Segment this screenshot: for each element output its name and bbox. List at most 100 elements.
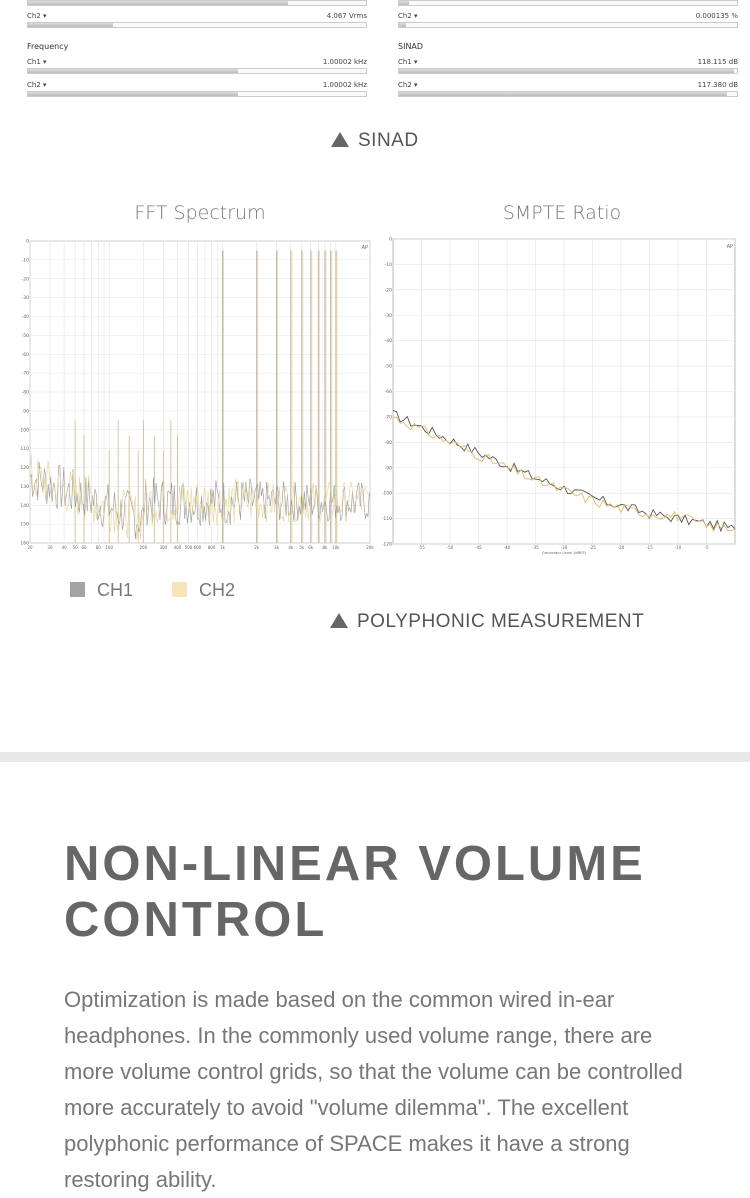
- x-tick-label: -30: [561, 545, 568, 550]
- meter-track: [398, 68, 738, 74]
- y-tick-label: -120: [20, 465, 29, 471]
- y-tick-label: -60: [22, 352, 29, 358]
- x-tick-label: 30: [47, 545, 53, 550]
- meter-row-amplitude-ch2: Ch2 ▾ 4.067 Vrms: [27, 12, 367, 28]
- y-tick-label: -150: [20, 522, 29, 528]
- legend-item-ch2: CH2: [172, 580, 235, 600]
- ap-logo: AP: [727, 244, 733, 250]
- y-tick-label: -90: [22, 408, 29, 414]
- legend-label-ch2: CH2: [199, 580, 236, 600]
- caption-polyphonic-text: POLYPHONIC MEASUREMENT: [357, 611, 645, 632]
- triangle-up-icon: [330, 613, 348, 628]
- fft-noise-ch2: [29, 454, 370, 540]
- y-tick-label: -50: [22, 333, 29, 339]
- meter-value: 4.067 Vrms: [326, 12, 367, 20]
- x-tick-label: -5: [705, 545, 709, 550]
- y-tick-label: -70: [385, 414, 392, 420]
- x-tick-label: -50: [447, 545, 454, 550]
- y-tick-label: -110: [382, 516, 392, 522]
- x-tick-label: 100: [105, 545, 113, 550]
- fft-spectrum-chart: 0 -10 -20 -30 -40 -50 -60 -70 -80 -90 -100 -110 -120…: [19, 237, 375, 551]
- y-tick-label: -20: [22, 276, 29, 282]
- y-tick-label: -30: [385, 313, 392, 319]
- section-headline: NON-LINEAR VOLUME CONTROL: [64, 836, 646, 948]
- meter-track: [398, 22, 738, 28]
- channel-selector[interactable]: Ch1 ▾: [27, 58, 47, 66]
- x-tick-label: 500: [185, 545, 193, 550]
- x-tick-label: -45: [475, 545, 482, 550]
- smpte-ratio-chart: 0 -10 -20 -30 -40 -50 -60 -70 -80 -90 -100 -110 -120…: [381, 237, 737, 559]
- y-tick-label: -110: [20, 446, 29, 452]
- meter-row-thd-ch2: Ch2 ▾ 0.000135 %: [398, 12, 738, 28]
- meter-fill: [399, 23, 406, 27]
- x-tick-label: 6k: [308, 545, 314, 550]
- y-tick-label: -100: [20, 427, 29, 433]
- x-tick-label: 5k: [299, 545, 305, 550]
- caption-sinad: SINAD: [331, 130, 419, 152]
- headline-line-2: CONTROL: [64, 893, 328, 947]
- meter-track: [398, 0, 738, 6]
- y-tick-label: -120: [382, 542, 392, 548]
- x-tick-label: 300: [159, 545, 167, 550]
- y-tick-label: -40: [22, 314, 29, 320]
- chart-title-fft: FFT Spectrum: [134, 202, 266, 224]
- meter-value: 117.380 dB: [697, 81, 738, 89]
- meter-row-frequency-ch1: Ch1 ▾ 1.00002 kHz: [27, 58, 367, 74]
- y-tick-label: -40: [385, 338, 392, 344]
- x-tick-label: -20: [618, 545, 625, 550]
- meter-track: [27, 0, 367, 6]
- x-tick-label: 2k: [254, 545, 260, 550]
- caption-sinad-text: SINAD: [358, 130, 419, 151]
- y-tick-label: -50: [385, 364, 392, 370]
- meter-title-frequency: Frequency: [27, 42, 69, 51]
- triangle-up-icon: [331, 132, 349, 147]
- meter-value: 1.00002 kHz: [322, 58, 367, 66]
- meter-value: 118.115 dB: [697, 58, 738, 66]
- y-tick-label: -70: [22, 371, 29, 377]
- x-tick-label: -25: [589, 545, 596, 550]
- meter-fill: [399, 69, 734, 73]
- meter-row-top-left-partial: [27, 0, 367, 6]
- meter-row-frequency-ch2: Ch2 ▾ 1.00002 kHz: [27, 81, 367, 97]
- channel-selector[interactable]: Ch2 ▾: [27, 81, 47, 89]
- y-tick-label: -10: [385, 262, 392, 268]
- fft-spectrum-svg: 0 -10 -20 -30 -40 -50 -60 -70 -80 -90 -100 -110 -120…: [19, 239, 375, 551]
- x-tick-label: 40: [62, 545, 68, 550]
- channel-selector[interactable]: Ch2 ▾: [398, 12, 418, 20]
- y-tick-label: 0: [26, 239, 29, 245]
- legend-item-ch1: CH1: [70, 580, 133, 600]
- x-tick-label: -35: [532, 545, 539, 550]
- y-tick-label: -80: [385, 440, 392, 446]
- x-tick-label: 1k: [220, 545, 226, 550]
- x-axis-label: Generator Level (dBFS): [542, 550, 587, 555]
- x-tick-label: 10k: [332, 545, 340, 550]
- y-tick-label: -90: [385, 465, 392, 471]
- x-tick-label: -15: [646, 545, 653, 550]
- meter-track: [27, 22, 367, 28]
- ap-logo: AP: [362, 245, 368, 251]
- x-tick-label: 50: [73, 545, 79, 550]
- headline-line-1: NON-LINEAR VOLUME: [64, 837, 646, 891]
- meter-value: 0.000135 %: [695, 12, 738, 20]
- meter-row-sinad-ch2: Ch2 ▾ 117.380 dB: [398, 81, 738, 97]
- channel-selector[interactable]: Ch2 ▾: [398, 81, 418, 89]
- x-tick-label: 4k: [288, 545, 294, 550]
- channel-selector[interactable]: Ch2 ▾: [27, 12, 47, 20]
- meter-value: 1.00002 kHz: [322, 81, 367, 89]
- meter-row-top-right-partial: [398, 0, 738, 6]
- x-tick-label: -55: [418, 545, 425, 550]
- y-tick-label: -130: [20, 484, 29, 490]
- y-tick-label: -20: [385, 287, 392, 293]
- fft-noise-ch1: [29, 461, 370, 540]
- meter-fill: [28, 23, 113, 27]
- channel-selector[interactable]: Ch1 ▾: [398, 58, 418, 66]
- y-tick-label: -160: [20, 541, 29, 547]
- section-body-text: Optimization is made based on the common…: [64, 987, 683, 1192]
- legend: CH1 CH2: [70, 580, 235, 601]
- chart-title-smpte: SMPTE Ratio: [502, 202, 622, 224]
- section-divider: [0, 752, 750, 762]
- meter-fill: [399, 92, 727, 96]
- y-tick-label: -10: [22, 257, 29, 263]
- y-tick-label: -80: [22, 390, 29, 396]
- y-tick-label: -140: [20, 503, 29, 509]
